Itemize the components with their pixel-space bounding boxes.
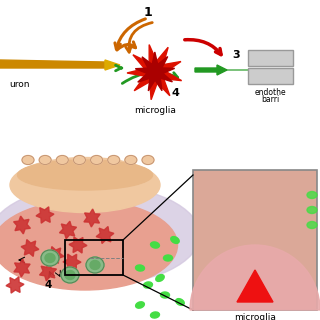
Polygon shape [84,209,100,227]
Bar [248,50,293,66]
Polygon shape [6,277,24,293]
Polygon shape [60,221,76,239]
Ellipse shape [91,156,103,164]
Ellipse shape [73,156,85,164]
Ellipse shape [41,250,59,266]
Text: 2: 2 [241,193,249,203]
Ellipse shape [142,156,154,164]
Polygon shape [46,247,64,263]
Polygon shape [39,263,57,281]
Text: endothe: endothe [254,88,286,97]
Polygon shape [69,237,87,253]
Text: 4: 4 [44,280,52,290]
Polygon shape [127,44,182,100]
Ellipse shape [39,156,51,164]
Ellipse shape [171,236,179,244]
Ellipse shape [22,156,34,164]
Ellipse shape [307,206,317,213]
Text: microglia: microglia [134,106,176,115]
Text: uron: uron [10,80,30,89]
Polygon shape [14,259,30,277]
Ellipse shape [176,299,184,305]
FancyArrow shape [195,65,227,75]
Ellipse shape [307,221,317,228]
Ellipse shape [56,156,68,164]
Ellipse shape [10,157,160,212]
Bar [248,68,293,84]
Ellipse shape [135,265,145,271]
Polygon shape [237,270,273,302]
Ellipse shape [45,253,55,262]
Ellipse shape [86,257,104,273]
Ellipse shape [0,200,178,290]
Text: microglia: microglia [234,313,276,320]
Ellipse shape [150,312,159,318]
Polygon shape [96,227,114,244]
Text: barri: barri [261,95,279,104]
Ellipse shape [151,242,159,248]
Polygon shape [105,60,120,70]
Text: 1: 1 [144,5,152,19]
Polygon shape [14,216,30,234]
Ellipse shape [307,191,317,198]
Polygon shape [135,52,175,91]
Text: 1: 1 [201,177,209,187]
Wedge shape [190,245,320,310]
Ellipse shape [136,302,144,308]
Ellipse shape [144,282,152,288]
Polygon shape [36,207,54,223]
Polygon shape [63,254,81,270]
Ellipse shape [125,156,137,164]
Polygon shape [0,60,105,68]
Ellipse shape [156,275,164,281]
Ellipse shape [18,160,153,190]
Bar [193,170,317,310]
Ellipse shape [0,185,200,285]
Ellipse shape [90,260,100,269]
Ellipse shape [65,270,75,279]
Bar [65,240,123,275]
Ellipse shape [108,156,120,164]
Ellipse shape [164,255,172,261]
Ellipse shape [161,292,170,298]
Text: 4: 4 [171,88,179,98]
Text: 3: 3 [232,50,240,60]
Polygon shape [21,240,39,256]
Ellipse shape [61,267,79,283]
